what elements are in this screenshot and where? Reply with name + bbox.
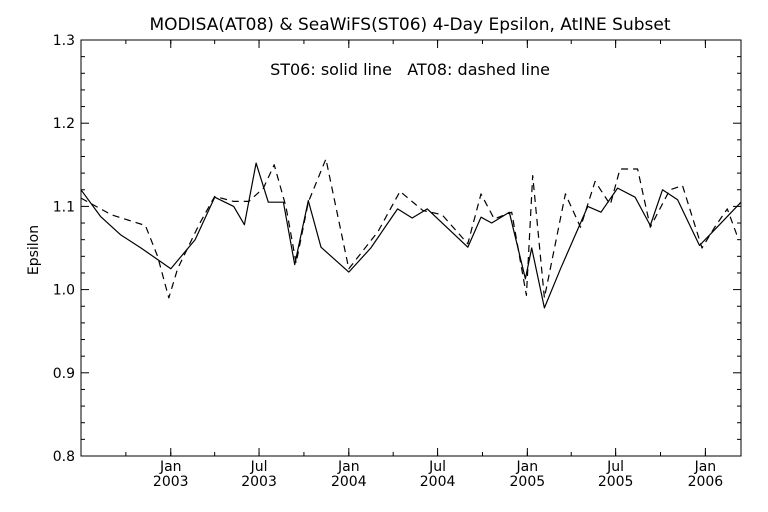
x-tick-label-month: Jan — [694, 459, 717, 475]
x-tick-label-year: 2005 — [510, 474, 546, 490]
x-tick-label-month: Jul — [428, 459, 446, 475]
y-tick-label: 1.2 — [53, 116, 75, 132]
axes: 0.80.91.01.11.21.3Jan2003Jul2003Jan2004J… — [53, 33, 742, 490]
chart-title: MODISA(AT08) & SeaWiFS(ST06) 4-Day Epsil… — [149, 15, 670, 35]
line-style-annotation: ST06: solid line AT08: dashed line — [270, 60, 550, 79]
x-tick-label-month: Jul — [606, 459, 624, 475]
series-lines — [80, 158, 742, 309]
x-tick-label-month: Jan — [159, 459, 182, 475]
y-tick-label: 1.1 — [53, 199, 75, 215]
series-line-at08 — [80, 158, 740, 299]
y-axis-label: Epsilon — [26, 225, 42, 275]
x-tick-label-year: 2004 — [331, 474, 367, 490]
x-tick-label-year: 2003 — [241, 474, 277, 490]
y-tick-label: 1.3 — [53, 33, 75, 49]
x-tick-label-month: Jul — [250, 459, 268, 475]
y-tick-label: 1.0 — [53, 283, 75, 299]
series-line-st06 — [80, 162, 742, 309]
x-tick-label-year: 2003 — [153, 474, 189, 490]
x-tick-label-month: Jan — [516, 459, 539, 475]
plot-frame — [80, 39, 742, 457]
x-tick-label-year: 2006 — [688, 474, 724, 490]
x-tick-label-year: 2004 — [420, 474, 456, 490]
x-tick-label-month: Jan — [337, 459, 360, 475]
y-tick-label: 0.8 — [53, 449, 75, 465]
y-tick-label: 0.9 — [53, 366, 75, 382]
x-tick-label-year: 2005 — [598, 474, 634, 490]
